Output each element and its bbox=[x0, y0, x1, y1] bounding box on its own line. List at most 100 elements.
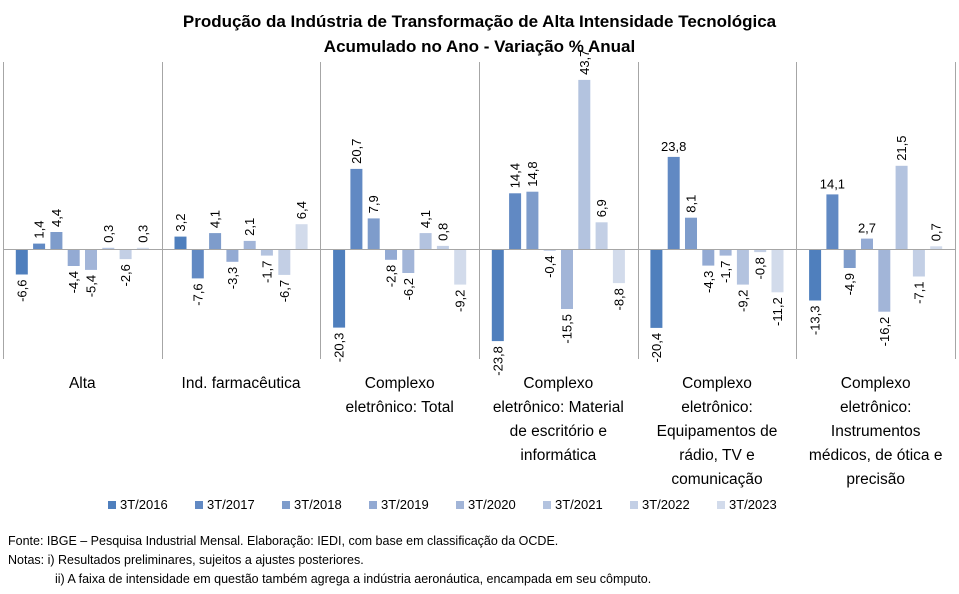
data-label: -8,8 bbox=[611, 288, 626, 310]
data-label: -20,3 bbox=[332, 333, 347, 363]
bar-3T-2023-1 bbox=[295, 224, 308, 249]
bar-3T-2019-1 bbox=[226, 249, 239, 262]
bar-3T-2022-2 bbox=[436, 245, 449, 249]
bar-3T-2018-4 bbox=[685, 217, 697, 249]
data-label: -11,2 bbox=[770, 297, 785, 326]
bar-3T-2020-2 bbox=[402, 249, 415, 273]
legend-item: 3T/2020 bbox=[456, 497, 543, 512]
data-label: 0,3 bbox=[135, 225, 150, 243]
category-label: Complexo bbox=[523, 375, 593, 392]
bar-3T-2018-0 bbox=[50, 232, 63, 249]
legend-label: 3T/2018 bbox=[294, 497, 342, 512]
legend-item: 3T/2019 bbox=[369, 497, 456, 512]
legend-item: 3T/2021 bbox=[543, 497, 630, 512]
data-label: -23,8 bbox=[490, 346, 505, 376]
bar-3T-2023-3 bbox=[612, 249, 625, 284]
data-label: -6,6 bbox=[14, 280, 29, 302]
bar-3T-2020-0 bbox=[85, 249, 97, 270]
bar-3T-2017-5 bbox=[826, 194, 839, 249]
data-label: -5,4 bbox=[84, 275, 99, 297]
bar-3T-2021-5 bbox=[895, 165, 908, 249]
data-label: 1,4 bbox=[32, 221, 47, 239]
data-label: -7,6 bbox=[190, 283, 205, 305]
chart-title: Produção da Indústria de Transformação d… bbox=[182, 12, 777, 31]
data-label: 2,1 bbox=[242, 218, 257, 236]
bar-3T-2017-1 bbox=[191, 249, 204, 279]
bar-3T-2017-4 bbox=[667, 156, 680, 249]
legend-swatch bbox=[369, 500, 377, 509]
bar-3T-2018-2 bbox=[367, 218, 380, 249]
data-label: 3,2 bbox=[173, 214, 188, 232]
legend-label: 3T/2019 bbox=[381, 497, 429, 512]
legend-label: 3T/2021 bbox=[555, 497, 603, 512]
category-label: médicos, de ótica e bbox=[809, 447, 943, 464]
category-label: eletrônico: bbox=[681, 399, 753, 416]
bar-3T-2020-5 bbox=[878, 249, 891, 312]
category-label: eletrônico: Material bbox=[493, 399, 624, 416]
legend-label: 3T/2020 bbox=[468, 497, 516, 512]
bar-3T-2022-5 bbox=[912, 249, 925, 277]
data-label: -16,2 bbox=[877, 317, 892, 347]
bar-3T-2019-5 bbox=[861, 238, 873, 249]
data-label: -6,2 bbox=[401, 278, 416, 300]
category-label: Complexo bbox=[682, 375, 752, 392]
bar-3T-2021-2 bbox=[419, 233, 432, 249]
bar-3T-2021-4 bbox=[736, 249, 749, 285]
bar-3T-2016-5 bbox=[809, 249, 822, 301]
bar-3T-2023-5 bbox=[930, 246, 943, 249]
bar-3T-2019-4 bbox=[702, 249, 715, 266]
legend-swatch bbox=[456, 500, 464, 509]
bar-3T-2021-0 bbox=[102, 247, 115, 249]
data-label: -20,4 bbox=[649, 333, 664, 363]
bar-chart: -6,6 3,2 -20,3 -23,8 -20,4 -13,3 1,4 -7,6 20,7 14… bbox=[3, 50, 956, 488]
bar-3T-2016-1 bbox=[174, 236, 187, 249]
category-label: rádio, TV e bbox=[679, 447, 755, 464]
data-label: -4,3 bbox=[701, 271, 716, 293]
data-label: 2,7 bbox=[858, 221, 876, 236]
legend-swatch bbox=[282, 500, 290, 509]
bar-3T-2021-3 bbox=[578, 79, 591, 250]
note-2: ii) A faixa de intensidade em questão ta… bbox=[55, 572, 652, 586]
data-label: -1,7 bbox=[259, 261, 274, 283]
bar-3T-2021-1 bbox=[260, 249, 273, 256]
data-label: -13,3 bbox=[808, 306, 823, 336]
data-label: -9,2 bbox=[735, 290, 750, 312]
footnotes: Fonte: IBGE – Pesquisa Industrial Mensal… bbox=[8, 532, 651, 589]
legend-swatch bbox=[717, 500, 725, 509]
bar-3T-2022-4 bbox=[754, 249, 767, 253]
legend-item: 3T/2022 bbox=[630, 497, 717, 512]
data-label: 21,5 bbox=[894, 135, 909, 160]
bar-3T-2017-3 bbox=[509, 193, 522, 249]
bar-3T-2023-4 bbox=[771, 249, 784, 293]
bar-3T-2016-4 bbox=[650, 249, 663, 328]
data-label: 8,1 bbox=[684, 195, 699, 213]
data-label: -2,6 bbox=[118, 264, 133, 286]
bar-3T-2018-5 bbox=[843, 249, 856, 268]
data-label: 4,1 bbox=[418, 210, 433, 228]
category-label: Instrumentos bbox=[831, 423, 921, 440]
category-label: de escritório e bbox=[510, 423, 607, 440]
data-label: -2,8 bbox=[384, 265, 399, 287]
legend-swatch bbox=[630, 500, 638, 509]
data-label: 7,9 bbox=[366, 195, 381, 213]
note-1: Notas: i) Resultados preliminares, sujei… bbox=[8, 553, 364, 567]
bar-3T-2018-1 bbox=[209, 233, 222, 249]
data-label: 0,3 bbox=[101, 225, 116, 243]
legend-item: 3T/2018 bbox=[282, 497, 369, 512]
category-label: Equipamentos de bbox=[657, 423, 778, 440]
legend-swatch bbox=[108, 500, 116, 509]
legend-label: 3T/2017 bbox=[207, 497, 255, 512]
category-label: comunicação bbox=[671, 471, 762, 488]
bar-3T-2022-0 bbox=[119, 249, 132, 260]
bar-3T-2017-2 bbox=[350, 168, 363, 249]
data-label: -6,7 bbox=[277, 280, 292, 302]
bar-3T-2017-0 bbox=[33, 243, 46, 249]
legend-swatch bbox=[543, 500, 551, 509]
category-label: eletrônico: bbox=[840, 399, 912, 416]
data-label: 6,4 bbox=[294, 201, 309, 219]
data-label: 20,7 bbox=[349, 139, 364, 164]
data-label: -3,3 bbox=[225, 267, 240, 289]
legend-swatch bbox=[195, 500, 203, 509]
bar-3T-2019-0 bbox=[67, 249, 80, 266]
category-label: Complexo bbox=[365, 375, 435, 392]
